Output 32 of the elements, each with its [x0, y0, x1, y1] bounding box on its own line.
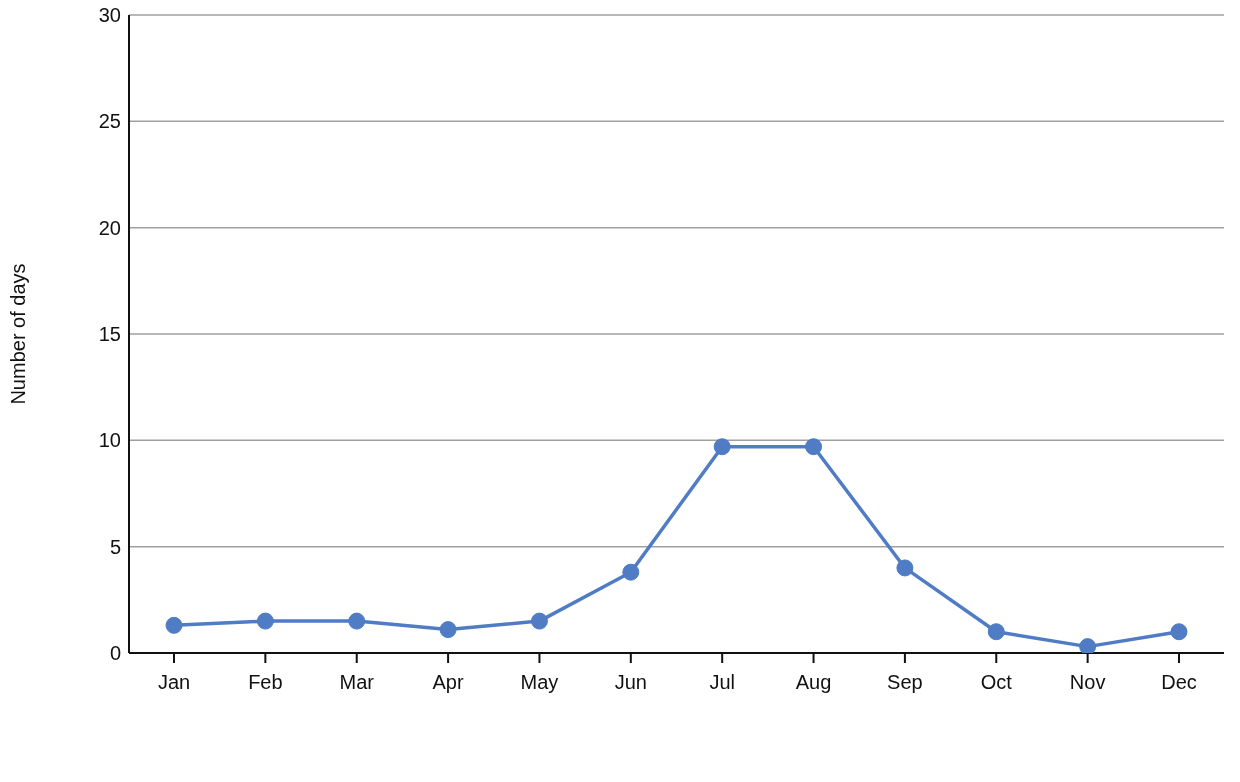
y-tick-label: 5	[109, 535, 121, 558]
y-tick-label: 25	[98, 110, 121, 133]
y-tick-label: 10	[98, 429, 121, 452]
point	[622, 563, 640, 581]
point	[896, 559, 914, 577]
x-tick-label: Nov	[1069, 671, 1106, 694]
point	[713, 438, 731, 456]
x-tick-label: Oct	[980, 671, 1013, 694]
y-tick-label: 30	[98, 4, 121, 27]
point	[256, 612, 274, 630]
y-tick-label: 15	[98, 323, 121, 346]
point	[987, 623, 1005, 641]
point	[530, 612, 548, 630]
y-tick-label: 20	[98, 216, 121, 239]
x-tick-label: Jul	[709, 671, 735, 694]
x-tick-label: Dec	[1161, 671, 1197, 694]
x-tick-label: Mar	[339, 671, 375, 694]
point	[1079, 638, 1097, 653]
x-tick-label: May	[520, 671, 559, 694]
y-axis-title: Number of days	[7, 263, 30, 405]
x-tick-label: Apr	[432, 671, 464, 694]
x-tick-label: Sep	[887, 671, 923, 694]
x-tick-label: Jan	[157, 671, 191, 694]
x-tick-label: Jun	[614, 671, 647, 694]
y-tick-label: 0	[109, 642, 121, 665]
point	[348, 612, 366, 630]
point	[805, 438, 823, 456]
x-tick-label: Feb	[248, 671, 283, 694]
x-tick-label: Aug	[795, 671, 832, 694]
point	[439, 621, 457, 639]
point	[1170, 623, 1188, 641]
point	[165, 616, 183, 634]
